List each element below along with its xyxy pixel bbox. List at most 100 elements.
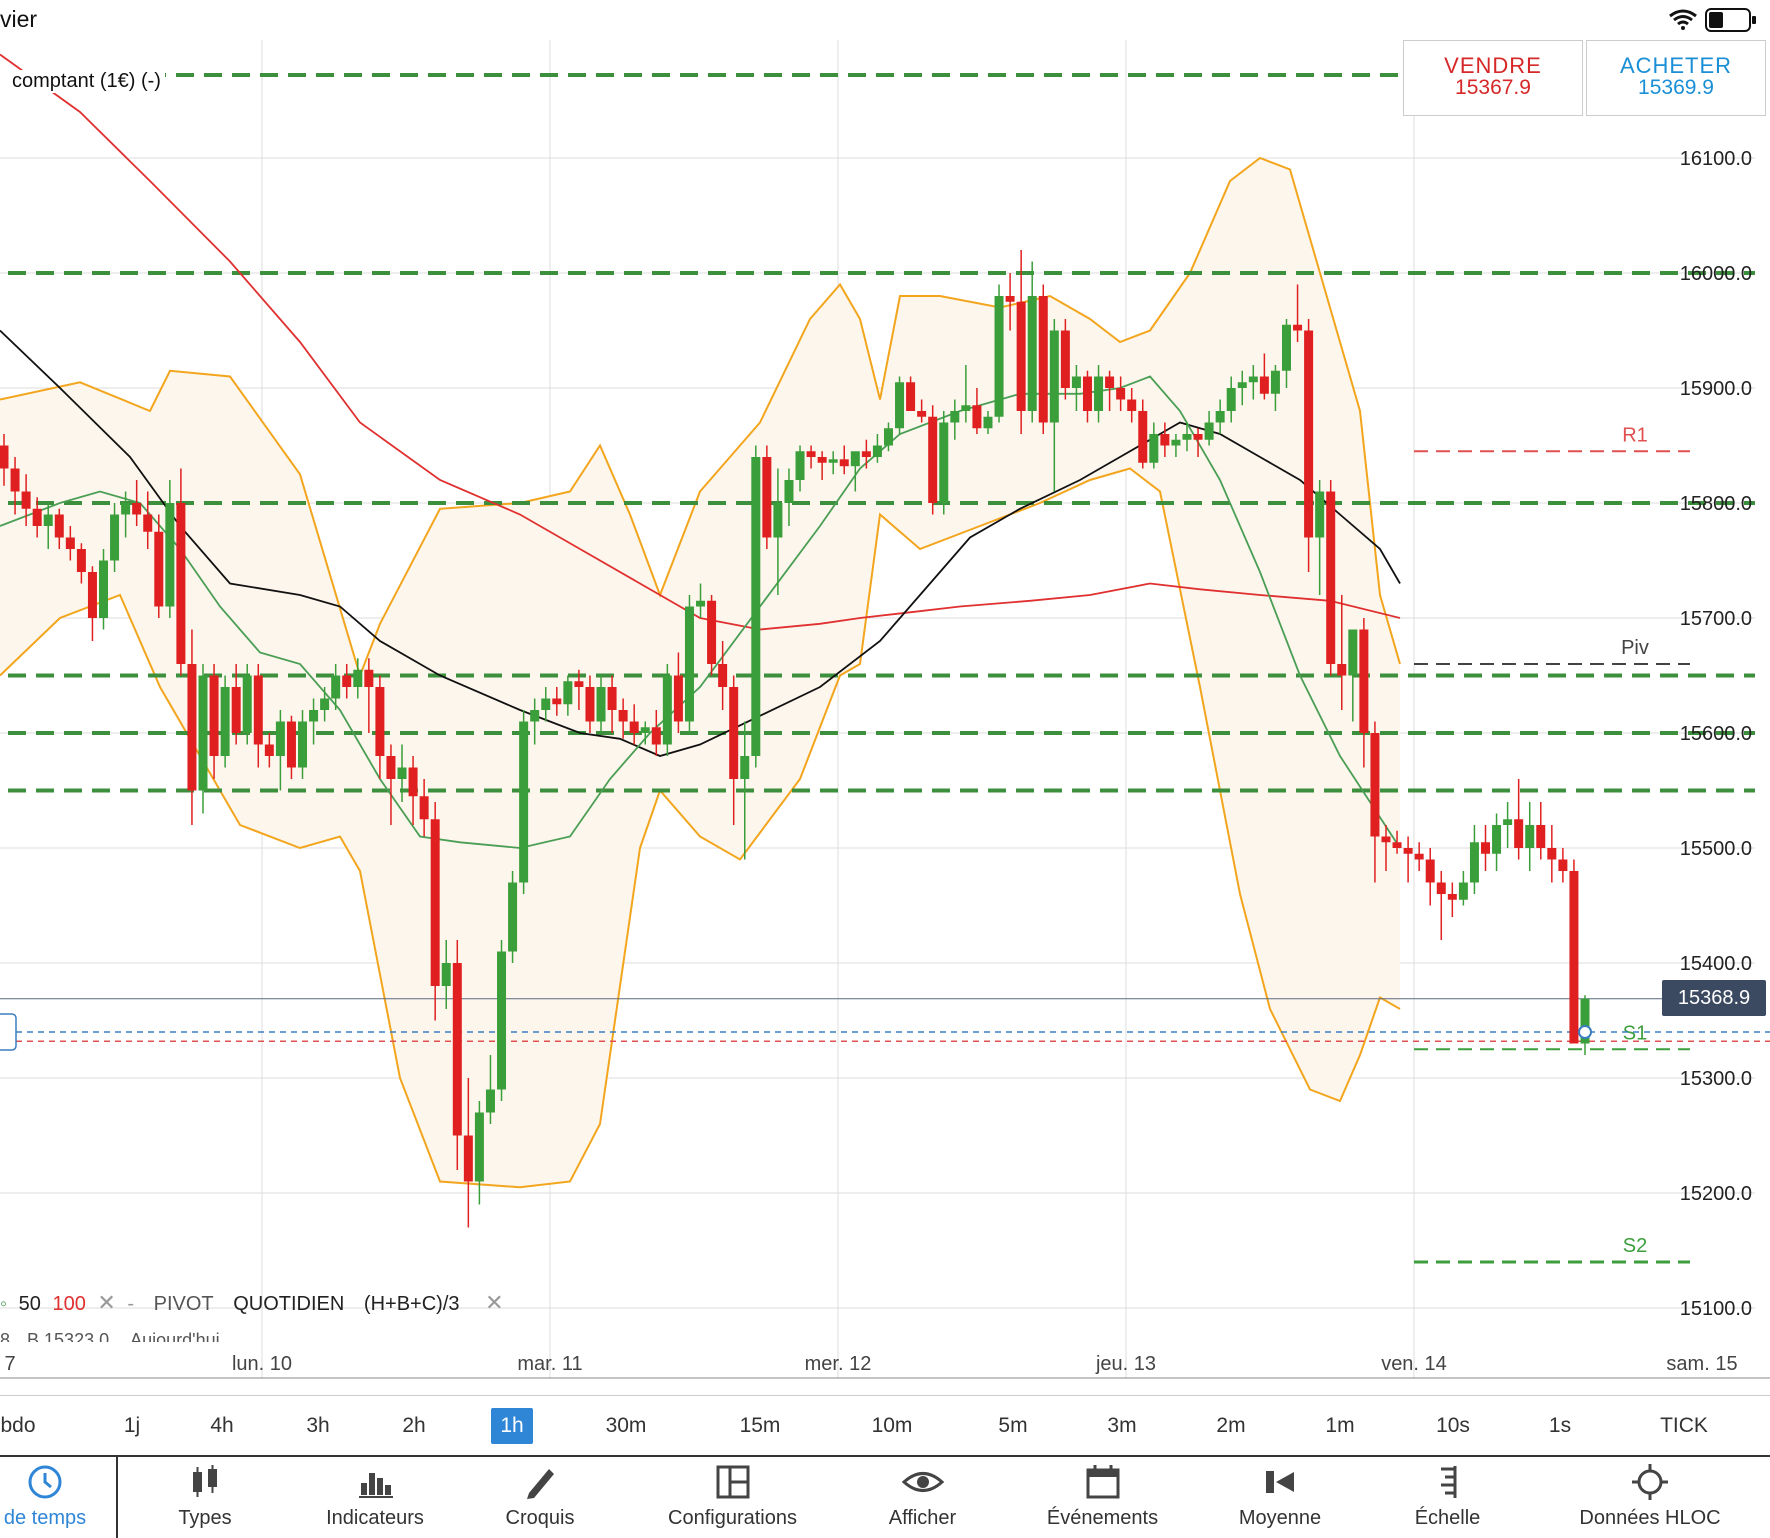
toolbar-label: Moyenne xyxy=(1238,1507,1322,1529)
candle xyxy=(1005,273,1015,331)
candle-body xyxy=(1204,422,1214,440)
candle xyxy=(1447,882,1457,917)
toolbar-hloc[interactable]: Données HLOC xyxy=(1575,1463,1725,1530)
candle-body xyxy=(585,687,595,722)
timeframe-3h[interactable]: 3h xyxy=(306,1414,330,1437)
eye-icon xyxy=(901,1472,944,1492)
candle xyxy=(552,687,562,716)
buy-label: ACHETER xyxy=(1619,53,1733,78)
candle-body xyxy=(342,675,352,687)
toolbar-sketch[interactable]: Croquis xyxy=(490,1463,590,1530)
candle-body xyxy=(1547,848,1557,860)
candle-body xyxy=(839,459,849,467)
candle-body xyxy=(1237,382,1247,388)
candle xyxy=(1060,319,1070,400)
remove-pivot-icon[interactable]: ✕ xyxy=(485,1290,504,1315)
candle xyxy=(928,405,938,515)
timeframe-2m[interactable]: 2m xyxy=(1216,1414,1246,1437)
candle xyxy=(762,445,772,549)
timeframe-10m[interactable]: 10m xyxy=(871,1414,913,1437)
candle-body xyxy=(76,549,86,572)
toolbar-events[interactable]: Événements xyxy=(1040,1463,1165,1530)
candle xyxy=(1270,365,1280,411)
candle-body xyxy=(1060,330,1070,388)
candle xyxy=(751,445,761,768)
timeframe-5m[interactable]: 5m xyxy=(998,1414,1028,1437)
sell-button[interactable]: VENDRE 15367.9 xyxy=(1403,40,1583,116)
sell-price: 15367.9 xyxy=(1455,76,1531,99)
candle-body xyxy=(110,514,120,561)
candle xyxy=(917,399,927,423)
timeframe-4h[interactable]: 4h xyxy=(210,1414,234,1437)
candle-body xyxy=(474,1112,484,1182)
timeframe-10s[interactable]: 10s xyxy=(1436,1414,1470,1437)
price-axis-label: 15200.0 xyxy=(1680,1183,1752,1205)
candle-body xyxy=(1215,411,1225,423)
timeframe-15m[interactable]: 15m xyxy=(739,1414,781,1437)
candle-body xyxy=(784,480,794,503)
legend2-b: B 15323.0 xyxy=(27,1330,110,1342)
toolbar-display[interactable]: Afficher xyxy=(870,1463,975,1530)
candle xyxy=(839,445,849,475)
toolbar-average[interactable]: Moyenne xyxy=(1225,1463,1335,1530)
candle-body xyxy=(176,503,186,664)
candle-body xyxy=(740,756,750,779)
candle xyxy=(1237,370,1247,406)
bar-chart-icon xyxy=(359,1473,393,1498)
remove-ma-icon[interactable]: ✕ xyxy=(97,1290,116,1315)
timeframe-30m[interactable]: 30m xyxy=(605,1414,647,1437)
candle xyxy=(65,526,75,561)
candle xyxy=(275,710,285,791)
toolbar-types[interactable]: Types xyxy=(155,1463,255,1530)
candle-body xyxy=(364,669,374,687)
time-axis-label: mer. 12 xyxy=(805,1353,872,1375)
toolbar-label: Échelle xyxy=(1414,1507,1481,1529)
candle-body xyxy=(143,514,153,532)
time-axis-label: 7 xyxy=(4,1353,15,1375)
candle-body xyxy=(1027,296,1037,411)
candle xyxy=(574,669,584,710)
candle-body xyxy=(762,457,772,538)
candle xyxy=(143,491,153,549)
buy-button[interactable]: ACHETER 15369.9 xyxy=(1586,40,1766,116)
timeframe-bdo[interactable]: bdo xyxy=(0,1414,36,1437)
candle xyxy=(99,549,109,630)
timeframe-1j[interactable]: 1j xyxy=(123,1414,141,1437)
candle-body xyxy=(441,963,451,986)
toolbar-indicators[interactable]: Indicateurs xyxy=(315,1463,435,1530)
candle-body xyxy=(1392,842,1402,848)
timeframe-1h[interactable]: 1h xyxy=(491,1408,533,1444)
candle xyxy=(1049,319,1059,492)
candle xyxy=(441,940,451,1009)
time-axis-label: lun. 10 xyxy=(232,1353,292,1375)
candle-body xyxy=(773,503,783,538)
timeframe-1s[interactable]: 1s xyxy=(1548,1414,1572,1437)
timeframe-2h[interactable]: 2h xyxy=(402,1414,426,1437)
timeframe-TICK[interactable]: TICK xyxy=(1660,1414,1708,1437)
candle xyxy=(176,468,186,676)
candle xyxy=(1027,261,1037,423)
candle-body xyxy=(1469,842,1479,883)
candle-body xyxy=(1558,859,1568,871)
toolbar-label: Indicateurs xyxy=(326,1507,424,1529)
legend2-a: 8 xyxy=(0,1330,11,1342)
price-chart[interactable]: R1 Piv S1 S2 16100.0 16000.0 15900.0 15800.0 15… xyxy=(0,0,1770,1395)
timeframe-1m[interactable]: 1m xyxy=(1325,1414,1355,1437)
toolbar-scale[interactable]: Échelle xyxy=(1400,1463,1495,1530)
candle xyxy=(850,451,860,492)
candle xyxy=(1016,250,1026,434)
candle-body xyxy=(1259,376,1269,394)
pivot-piv-label: Piv xyxy=(1621,637,1649,659)
instrument-title: vier xyxy=(0,6,38,32)
candle-body xyxy=(1171,439,1181,446)
toolbar-configurations[interactable]: Configurations xyxy=(660,1463,805,1530)
candle-body xyxy=(1536,825,1546,848)
candle xyxy=(563,675,573,716)
price-axis-label: 15100.0 xyxy=(1680,1298,1752,1320)
candle xyxy=(1326,480,1336,676)
toolbar-timeframe[interactable]: de temps xyxy=(0,1463,100,1530)
candle xyxy=(0,434,9,486)
candle-body xyxy=(32,508,42,526)
candle-body xyxy=(242,675,252,733)
timeframe-3m[interactable]: 3m xyxy=(1107,1414,1137,1437)
